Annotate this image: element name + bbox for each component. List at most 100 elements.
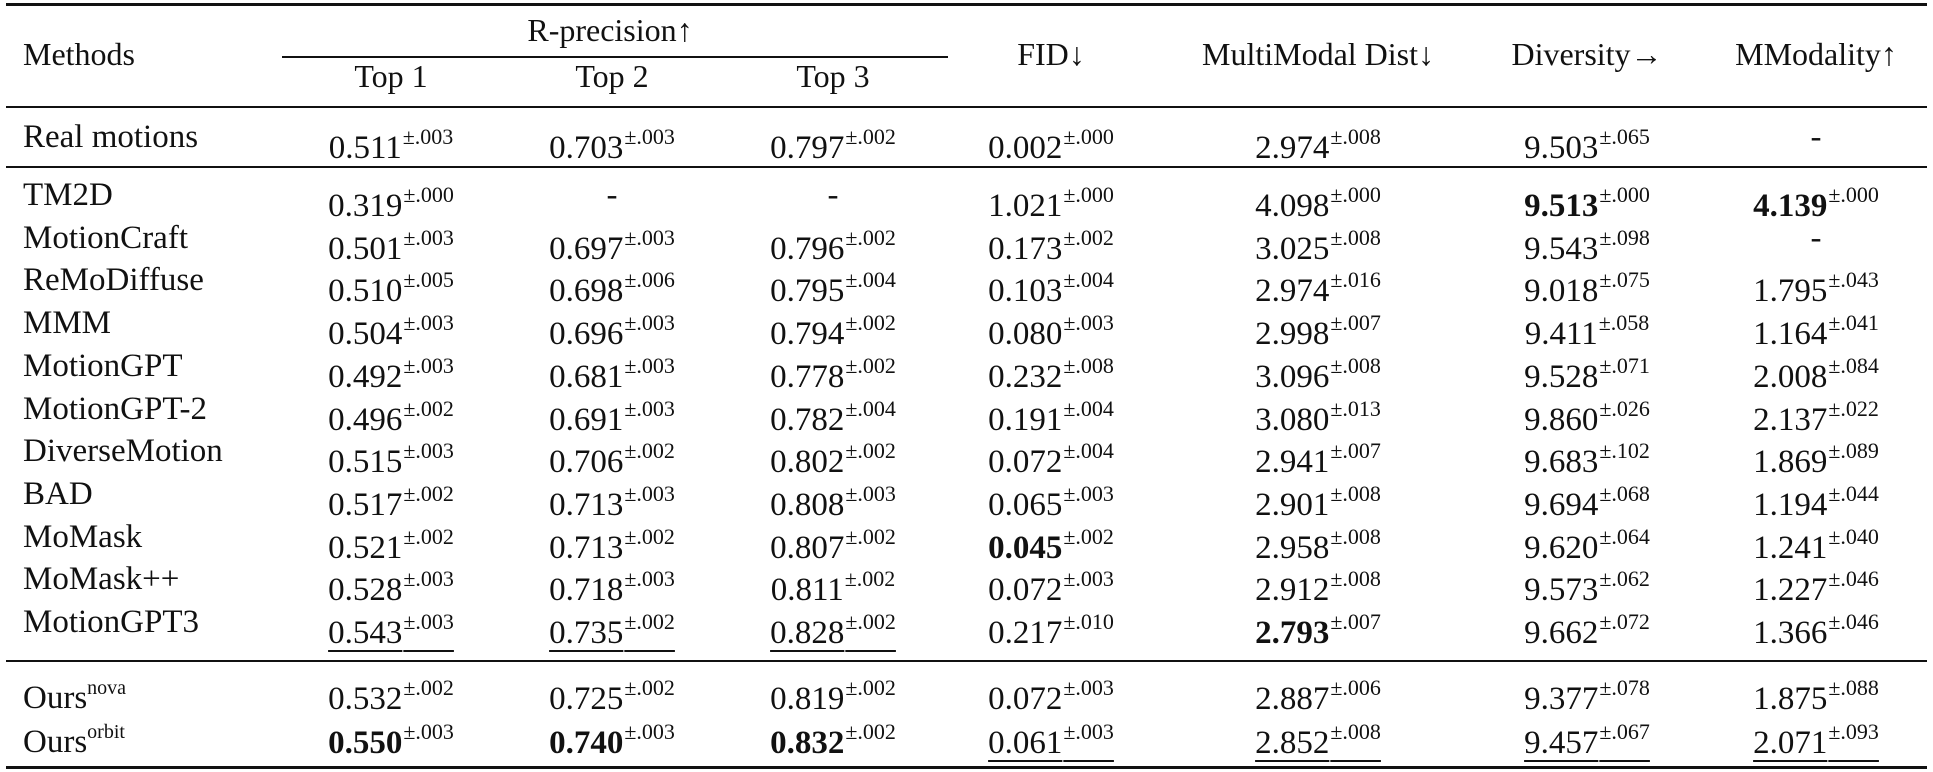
std-dev: ±.044 bbox=[1828, 480, 1879, 506]
value: - bbox=[1810, 119, 1822, 155]
std-dev: ±.078 bbox=[1599, 675, 1650, 700]
cell-top2: 0.725±.002 bbox=[549, 668, 675, 719]
std-dev: ±.008 bbox=[1330, 566, 1381, 592]
value: 0.065 bbox=[988, 486, 1063, 523]
value: 0.808 bbox=[770, 486, 845, 523]
value: 0.510 bbox=[328, 273, 403, 310]
value: 0.718 bbox=[549, 572, 624, 609]
std-dev: ±.003 bbox=[1063, 566, 1114, 592]
std-dev: ±.003 bbox=[402, 124, 454, 149]
std-dev: ±.062 bbox=[1599, 566, 1650, 592]
value: 0.697 bbox=[549, 230, 624, 267]
std-dev: ±.008 bbox=[1330, 124, 1381, 149]
cell-top3: 0.832±.002 bbox=[770, 712, 896, 763]
std-dev: ±.002 bbox=[845, 609, 896, 634]
std-dev: ±.006 bbox=[624, 267, 675, 293]
cell-mmdist: 2.912±.008 bbox=[1255, 559, 1381, 610]
cell-mmodality: 4.139±.000 bbox=[1753, 175, 1879, 226]
std-dev: ±.003 bbox=[403, 224, 454, 250]
std-dev: ±.004 bbox=[1063, 438, 1114, 464]
header-top2: Top 2 bbox=[575, 58, 649, 94]
cell-mmdist: 2.901±.008 bbox=[1255, 474, 1381, 525]
cell-top3: 0.796±.002 bbox=[770, 218, 896, 269]
std-dev: ±.000 bbox=[1599, 182, 1650, 207]
std-dev: ±.041 bbox=[1828, 310, 1879, 336]
results-table: Methods R-precision↑ Top 1 Top 2 Top 3 F… bbox=[6, 0, 1927, 772]
std-dev: ±.000 bbox=[1330, 182, 1381, 207]
header-diversity: Diversity→ bbox=[1511, 36, 1663, 72]
std-dev: ±.003 bbox=[403, 438, 454, 464]
cell-top1: 0.511±.003 bbox=[329, 117, 454, 168]
std-dev: ±.003 bbox=[403, 566, 454, 592]
value: 1.021 bbox=[988, 188, 1063, 224]
std-dev: ±.046 bbox=[1828, 609, 1879, 634]
std-dev: ±.008 bbox=[1330, 719, 1381, 744]
method-label: MotionGPT-2 bbox=[23, 390, 207, 427]
cell-top2: 0.691±.003 bbox=[549, 389, 675, 440]
cell-mmdist: 2.958±.008 bbox=[1255, 517, 1381, 568]
cell-mmdist: 2.887±.006 bbox=[1255, 668, 1381, 719]
rprecision-underline bbox=[282, 56, 948, 58]
std-dev: ±.008 bbox=[1063, 352, 1114, 378]
cell-fid: 0.045±.002 bbox=[988, 517, 1114, 568]
value: 9.860 bbox=[1524, 401, 1599, 438]
cell-top1: 0.515±.003 bbox=[328, 431, 454, 482]
value: 0.492 bbox=[328, 358, 403, 395]
method-label: MoMask++ bbox=[23, 561, 180, 598]
std-dev: ±.005 bbox=[403, 267, 454, 293]
std-dev: ±.068 bbox=[1599, 480, 1650, 506]
value: 0.217 bbox=[988, 615, 1063, 651]
value: 2.974 bbox=[1255, 273, 1330, 310]
std-dev: ±.003 bbox=[403, 609, 454, 634]
value: 0.691 bbox=[549, 401, 624, 438]
cell-diversity: 9.018±.075 bbox=[1524, 260, 1650, 311]
value: 1.875 bbox=[1753, 681, 1828, 717]
value: 0.795 bbox=[770, 273, 845, 310]
cell-top3: 0.797±.002 bbox=[770, 117, 896, 168]
method-label: MoMask bbox=[23, 518, 143, 555]
std-dev: ±.102 bbox=[1599, 438, 1650, 464]
value: 3.025 bbox=[1255, 230, 1330, 267]
std-dev: ±.002 bbox=[403, 395, 454, 421]
std-dev: ±.016 bbox=[1330, 267, 1381, 293]
std-dev: ±.002 bbox=[845, 352, 896, 378]
cell-top1: 0.521±.002 bbox=[328, 517, 454, 568]
std-dev: ±.004 bbox=[845, 395, 896, 421]
method-name: Oursorbit bbox=[23, 712, 125, 762]
value: 0.740 bbox=[549, 725, 624, 761]
value: 0.319 bbox=[328, 188, 403, 224]
cell-fid: 0.173±.002 bbox=[988, 218, 1114, 269]
cell-diversity: 9.860±.026 bbox=[1524, 389, 1650, 440]
cell-diversity: 9.411±.058 bbox=[1525, 303, 1650, 354]
std-dev: ±.004 bbox=[1063, 395, 1114, 421]
std-dev: ±.010 bbox=[1063, 609, 1114, 634]
std-dev: ±.002 bbox=[624, 438, 675, 464]
cell-mmodality: 2.071±.093 bbox=[1753, 712, 1879, 763]
std-dev: ±.002 bbox=[1063, 224, 1114, 250]
std-dev: ±.000 bbox=[1828, 182, 1879, 207]
value: 2.852 bbox=[1255, 725, 1330, 761]
value: 2.974 bbox=[1255, 130, 1330, 166]
cell-top2: 0.706±.002 bbox=[549, 431, 675, 482]
method-name: MoMask++ bbox=[23, 559, 179, 599]
method-name: DiverseMotion bbox=[23, 431, 223, 471]
value: 9.620 bbox=[1524, 529, 1599, 566]
cell-mmodality: 1.795±.043 bbox=[1753, 260, 1879, 311]
cell-top3: 0.808±.003 bbox=[770, 474, 896, 525]
cell-fid: 0.065±.003 bbox=[988, 474, 1114, 525]
cell-top2: 0.713±.002 bbox=[549, 517, 675, 568]
std-dev: ±.093 bbox=[1828, 719, 1879, 744]
std-dev: ±.013 bbox=[1330, 395, 1381, 421]
header-mmodality: MModality↑ bbox=[1735, 36, 1897, 72]
cell-fid: 0.072±.003 bbox=[988, 668, 1114, 719]
cell-top1: 0.517±.002 bbox=[328, 474, 454, 525]
std-dev: ±.003 bbox=[624, 352, 675, 378]
cell-mmdist: 4.098±.000 bbox=[1255, 175, 1381, 226]
value: 0.713 bbox=[549, 529, 624, 566]
cell-mmodality: 1.227±.046 bbox=[1753, 559, 1879, 610]
cell-fid: 0.191±.004 bbox=[988, 389, 1114, 440]
value: 2.901 bbox=[1255, 486, 1330, 523]
value: 0.232 bbox=[988, 358, 1063, 395]
std-dev: ±.002 bbox=[845, 675, 896, 700]
cell-fid: 0.217±.010 bbox=[988, 602, 1114, 653]
